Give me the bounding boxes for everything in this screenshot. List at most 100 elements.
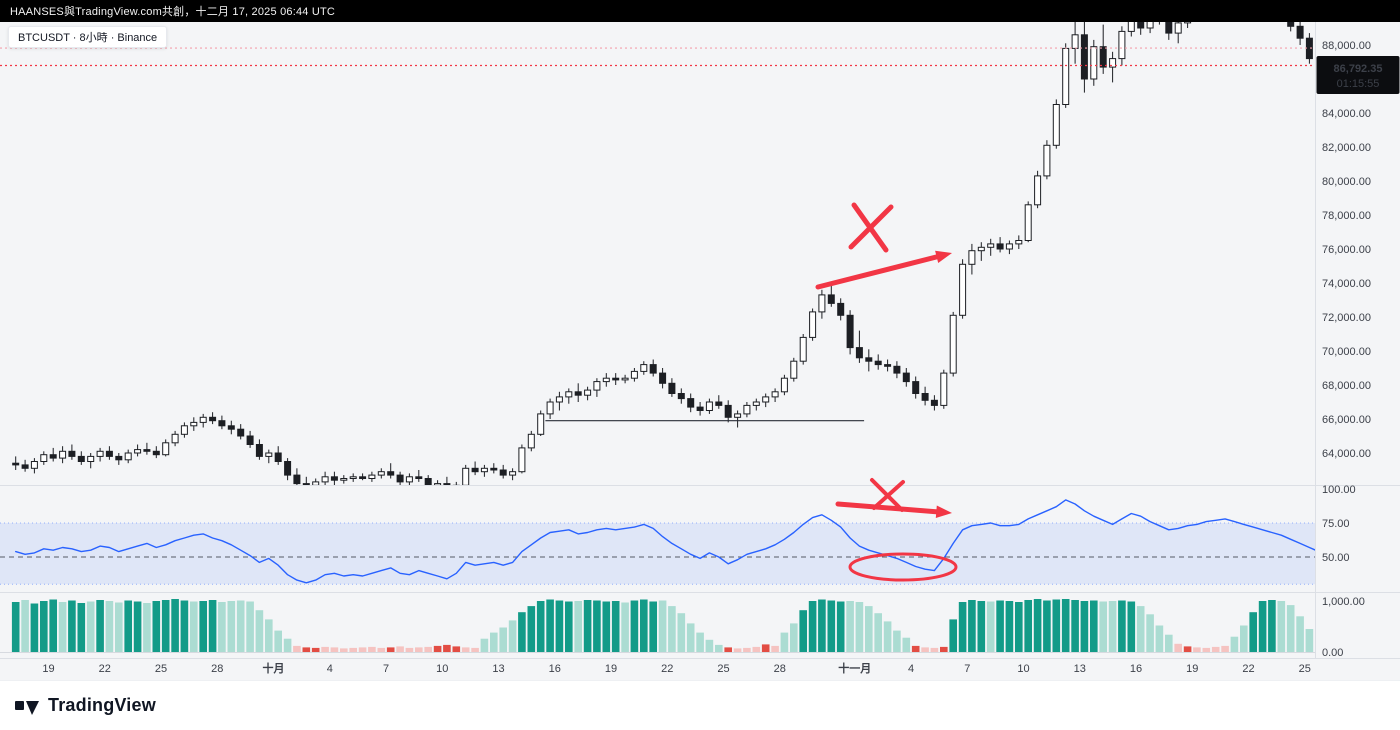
volume-bar [461, 647, 470, 652]
candle-body [874, 360, 882, 366]
candle-body [246, 435, 254, 445]
candle-body [724, 404, 732, 418]
annotation-arrow-price[interactable] [815, 252, 947, 290]
candle-body [715, 401, 723, 406]
chart-canvas[interactable]: 88,000.00 84,000.00 82,000.00 80,000.00 78,0… [0, 22, 1400, 680]
price-pane [0, 22, 1315, 485]
volume-bar [386, 647, 395, 652]
candle-body [171, 433, 179, 444]
volume-bar [1305, 629, 1314, 652]
candle-body [987, 243, 995, 248]
price-badge: 86,792.35 01:15:55 [1316, 56, 1400, 94]
volume-bar [1240, 625, 1248, 652]
candle-body [509, 471, 517, 476]
price-tick-label: 80,000.00 [1322, 176, 1371, 188]
volume-bar [190, 601, 198, 652]
annotation-arrow-rsi-head[interactable] [935, 505, 952, 519]
time-tick-label: 13 [492, 663, 504, 675]
volume-bar [11, 602, 20, 652]
volume-axis-labels[interactable]: 1,000.00 0.00 [1322, 596, 1365, 659]
time-tick-label: 十月 [263, 661, 285, 675]
symbol-legend[interactable]: BTCUSDT · 8小時 · Binance [8, 26, 168, 48]
annotation-x-rsi[interactable] [872, 480, 905, 510]
volume-bar [1258, 601, 1267, 652]
volume-bar [311, 647, 320, 652]
volume-bar [1024, 600, 1032, 652]
volume-bar [236, 600, 245, 652]
volume-bar [1268, 600, 1276, 652]
volume-bar [902, 637, 911, 652]
candle-body [996, 243, 1004, 250]
candle-body [265, 452, 273, 457]
volume-bar [208, 600, 217, 652]
price-badge-bg [1316, 56, 1400, 94]
time-tick-label: 13 [1074, 663, 1086, 675]
volume-bar [836, 601, 845, 652]
candle-body [480, 467, 488, 473]
candle-body [1024, 204, 1032, 242]
volume-bar [593, 600, 601, 652]
candle-body [424, 478, 432, 485]
candle-body [846, 314, 854, 349]
time-tick-label: 19 [42, 663, 54, 675]
candle-body [377, 471, 385, 476]
volume-bar [677, 613, 686, 652]
candle-body [743, 404, 751, 415]
candle-body [752, 401, 760, 406]
volume-bar [424, 646, 432, 652]
price-tick-label: 76,000.00 [1322, 244, 1371, 256]
price-badge-value: 86,792.35 [1334, 63, 1383, 75]
candle-body [799, 336, 807, 362]
candle-body [659, 372, 667, 384]
annotation-ellipse-rsi[interactable] [848, 552, 958, 582]
volume-bar [1033, 599, 1042, 652]
volume-bar [715, 644, 723, 652]
candle-body [593, 381, 601, 391]
volume-bar [565, 601, 573, 652]
volume-bar [518, 612, 526, 652]
volume-bar [546, 599, 554, 652]
volume-bar [471, 647, 479, 652]
volume-bar [649, 601, 657, 652]
volume-bar [930, 647, 939, 652]
rsi-pane [0, 499, 1315, 585]
annotation-arrow-rsi[interactable] [835, 501, 947, 515]
price-axis-labels[interactable]: 88,000.00 84,000.00 82,000.00 80,000.00 78,0… [1322, 40, 1371, 460]
volume-bar [171, 599, 179, 652]
candle-body [396, 474, 404, 483]
tradingview-logo[interactable]: TradingView [14, 695, 156, 716]
volume-bar [377, 647, 386, 652]
volume-bar [771, 645, 779, 652]
time-tick-label: 25 [717, 663, 729, 675]
volume-bar [1080, 601, 1089, 652]
candle-body [921, 393, 929, 401]
volume-bar [808, 601, 817, 652]
volume-bar [340, 648, 348, 652]
candle-body [434, 483, 442, 485]
time-tick-label: 28 [774, 663, 786, 675]
volume-bar [433, 645, 442, 652]
volume-bar [883, 621, 892, 652]
candle-body [199, 416, 207, 423]
candle-body [209, 416, 217, 422]
volume-bar [480, 638, 489, 652]
candle-body [68, 450, 76, 457]
volume-bar [555, 600, 564, 652]
time-tick-label: 16 [1130, 663, 1142, 675]
volume-bar [415, 647, 423, 652]
time-tick-label: 22 [661, 663, 673, 675]
volume-bar [1118, 600, 1126, 652]
time-axis-labels[interactable]: 19 22 25 28 十月 4 7 10 13 16 19 22 25 28 十一月 4 7 10 13 16 19 2… [42, 661, 1311, 675]
annotation-arrow-price-head[interactable] [935, 250, 952, 263]
volume-bar [227, 601, 236, 652]
volume-bar [940, 646, 948, 652]
rsi-axis-labels[interactable]: 100.00 75.00 50.00 [1322, 484, 1356, 564]
annotations-layer[interactable] [815, 202, 958, 582]
volume-bar [133, 601, 142, 652]
annotation-x-price[interactable] [848, 204, 894, 250]
candle-body [630, 370, 638, 379]
candle-body [340, 478, 348, 481]
candle-body [705, 401, 713, 411]
volume-bar [161, 600, 170, 652]
